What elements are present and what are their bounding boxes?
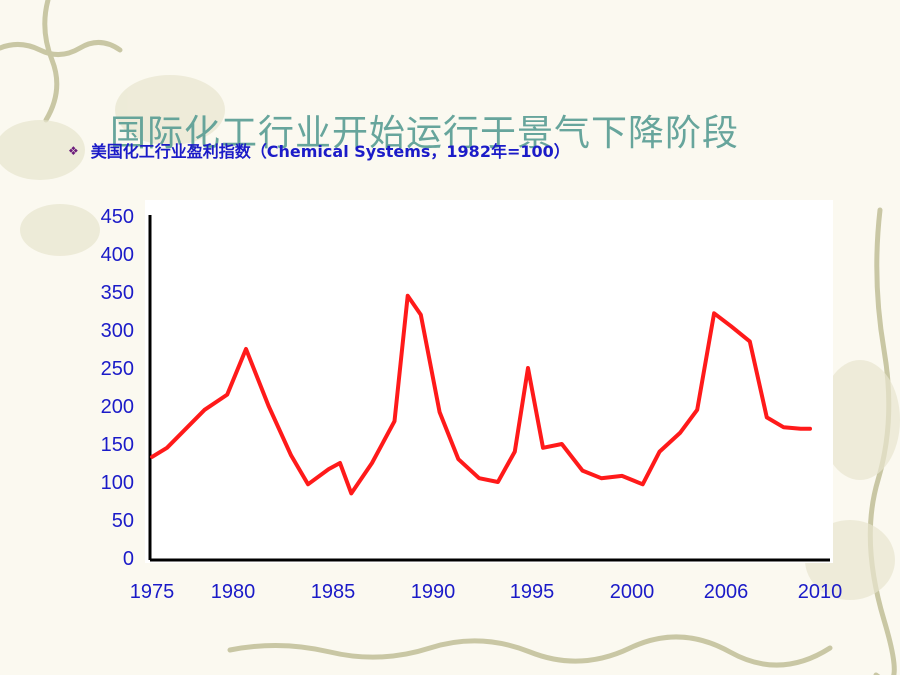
- data-point: [541, 446, 545, 450]
- chart-caption: ❖ 美国化工行业盈利指数（Chemical Systems，1982年=100）: [68, 138, 570, 162]
- data-point: [406, 294, 410, 298]
- data-point: [184, 427, 188, 431]
- vine-decoration-right: [867, 207, 897, 675]
- data-point: [349, 491, 353, 495]
- data-point: [658, 450, 662, 454]
- data-point: [370, 461, 374, 465]
- data-point: [513, 450, 517, 454]
- flower-decoration: [0, 120, 85, 180]
- x-tick-label: 1995: [510, 581, 555, 603]
- y-tick-label: 250: [101, 358, 134, 380]
- x-tick-label: 2000: [610, 581, 655, 603]
- data-point: [782, 425, 786, 429]
- plot-area: [145, 200, 833, 563]
- y-tick-label: 200: [101, 396, 134, 418]
- y-tick-label: 300: [101, 320, 134, 342]
- chart-caption-text: 美国化工行业盈利指数（Chemical Systems，1982年=100）: [90, 142, 570, 161]
- data-point: [712, 311, 716, 315]
- vine-decoration-bottom: [227, 634, 833, 668]
- data-point: [165, 446, 169, 450]
- x-tick-label: 2010: [798, 581, 843, 603]
- data-point: [438, 410, 442, 414]
- x-tick-label: 1980: [211, 581, 256, 603]
- vine-decoration-left: [42, 0, 60, 123]
- slide-title: 国际化工行业开始运行于景气下降阶段: [110, 113, 740, 154]
- y-tick-label: 350: [101, 282, 134, 304]
- data-point: [267, 404, 271, 408]
- data-point: [560, 442, 564, 446]
- data-point: [526, 366, 530, 370]
- x-tick-label: 1985: [311, 581, 356, 603]
- x-tick-label: 2006: [704, 581, 749, 603]
- series-line: [150, 293, 812, 496]
- x-tick-label: 1975: [130, 581, 175, 603]
- data-point: [808, 427, 812, 431]
- data-point: [477, 476, 481, 480]
- vine-decoration-top: [0, 40, 123, 57]
- y-tick-label: 100: [101, 472, 134, 494]
- data-point: [581, 469, 584, 473]
- data-point: [393, 419, 396, 423]
- bullet-diamond-icon: ❖: [68, 144, 79, 158]
- data-point: [695, 408, 699, 412]
- data-point: [203, 408, 207, 412]
- data-point: [419, 313, 423, 317]
- y-tick-label: 0: [123, 548, 134, 570]
- data-point: [620, 474, 624, 478]
- data-point: [765, 415, 769, 419]
- data-point: [244, 347, 248, 351]
- y-tick-label: 400: [101, 244, 134, 266]
- y-tick-label: 450: [101, 206, 134, 228]
- data-point: [729, 324, 733, 328]
- y-tick-label: 50: [112, 510, 134, 532]
- data-point: [225, 393, 229, 397]
- data-point: [306, 482, 310, 486]
- data-point: [327, 467, 331, 471]
- data-point: [150, 455, 154, 459]
- data-point: [641, 482, 645, 486]
- x-tick-label: 1990: [411, 581, 456, 603]
- data-point: [599, 476, 603, 480]
- data-point: [496, 480, 500, 484]
- data-point: [799, 427, 803, 431]
- y-tick-label: 150: [101, 434, 134, 456]
- data-point: [456, 457, 460, 461]
- data-point: [289, 453, 293, 457]
- data-point: [748, 339, 752, 343]
- data-point: [338, 461, 342, 465]
- data-point: [678, 431, 682, 435]
